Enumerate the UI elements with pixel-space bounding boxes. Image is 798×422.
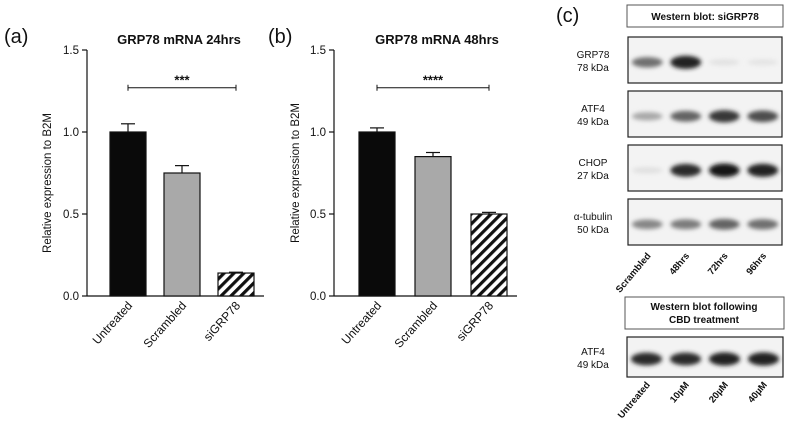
blot-band <box>708 352 741 366</box>
y-tick-label: 0.0 <box>63 291 79 303</box>
significance-label: **** <box>423 73 444 88</box>
lane-label: Scrambled <box>614 251 654 295</box>
lane-label: 10µM <box>668 380 692 405</box>
bar-untreated <box>109 131 147 297</box>
lane-label: 96hrs <box>744 251 769 277</box>
chart-title: GRP78 mRNA 48hrs <box>375 32 499 47</box>
y-tick-label: 1.0 <box>310 127 326 139</box>
blot-band <box>708 110 740 123</box>
lane-label: 20µM <box>707 380 731 405</box>
lane-label: Untreated <box>616 380 653 421</box>
x-tick-label: siGRP78 <box>201 298 244 343</box>
wb1-title: Western blot: siGRP78 <box>651 12 759 23</box>
western-blot-cbd: Western blot following CBD treatment ATF… <box>577 296 785 421</box>
blot-band <box>631 57 663 68</box>
bar-chart-24hrs: GRP78 mRNA 24hrs Relative expression to … <box>42 32 264 351</box>
bar-untreated <box>358 131 396 297</box>
wb2-title-line2: CBD treatment <box>669 315 740 326</box>
lane-label: 72hrs <box>706 251 731 277</box>
protein-name: GRP78 <box>577 50 610 61</box>
x-tick-label: Scrambled <box>140 299 189 351</box>
blot-band <box>708 59 740 66</box>
blot-band <box>631 112 663 121</box>
y-tick-label: 0.5 <box>63 209 79 221</box>
bar-sigrp78 <box>217 272 255 297</box>
protein-name: CHOP <box>579 158 608 169</box>
lane-label: 40µM <box>746 380 770 405</box>
blot-band <box>747 110 779 123</box>
blot-band <box>630 352 663 366</box>
x-tick-label: siGRP78 <box>454 298 497 343</box>
y-tick-label: 1.0 <box>63 127 79 139</box>
protein-size: 50 kDa <box>577 225 609 236</box>
blot-band <box>670 55 702 69</box>
blot-band <box>708 163 740 178</box>
lane-label: 48hrs <box>667 251 692 277</box>
x-tick-label: Untreated <box>339 299 385 348</box>
protein-size: 49 kDa <box>577 360 609 371</box>
bar-scrambled <box>414 156 452 297</box>
wb1-title-box <box>626 4 784 28</box>
bar-scrambled <box>163 172 201 297</box>
panel-label-a: (a) <box>4 26 28 48</box>
blot-band <box>670 110 702 122</box>
blot-band <box>747 163 779 177</box>
blot-band <box>747 352 780 366</box>
blot-band <box>670 219 702 230</box>
y-tick-label: 1.5 <box>63 45 79 57</box>
x-tick-label: Scrambled <box>391 299 440 351</box>
bar-sigrp78 <box>470 213 508 297</box>
protein-name: α-tubulin <box>574 212 613 223</box>
blot-band <box>669 352 702 366</box>
panel-label-c: (c) <box>556 5 579 27</box>
protein-size: 49 kDa <box>577 117 609 128</box>
bar-chart-48hrs: GRP78 mRNA 48hrs Relative expression to … <box>290 32 517 351</box>
y-axis-label: Relative expression to B2M <box>290 103 302 243</box>
blot-band <box>631 219 663 230</box>
blot-band <box>747 59 779 66</box>
y-tick-label: 0.0 <box>310 291 326 303</box>
blot-band <box>631 167 663 174</box>
protein-size: 78 kDa <box>577 63 609 74</box>
blot-band <box>670 163 702 177</box>
y-tick-label: 0.5 <box>310 209 326 221</box>
blot-band <box>708 218 740 230</box>
protein-name: ATF4 <box>581 347 605 358</box>
protein-size: 27 kDa <box>577 171 609 182</box>
y-tick-label: 1.5 <box>310 45 326 57</box>
x-tick-label: Untreated <box>90 299 136 348</box>
protein-name: ATF4 <box>581 104 605 115</box>
chart-title: GRP78 mRNA 24hrs <box>117 32 241 47</box>
western-blot-sigrp78: Western blot: siGRP78 GRP78 78 kDa ATF4 49 … <box>574 4 784 295</box>
wb2-title-box <box>624 296 785 330</box>
panel-label-b: (b) <box>268 26 292 48</box>
blot-band <box>747 219 779 230</box>
significance-label: *** <box>174 73 190 88</box>
wb2-title-line1: Western blot following <box>650 302 757 313</box>
y-axis-label: Relative expression to B2M <box>42 113 54 253</box>
